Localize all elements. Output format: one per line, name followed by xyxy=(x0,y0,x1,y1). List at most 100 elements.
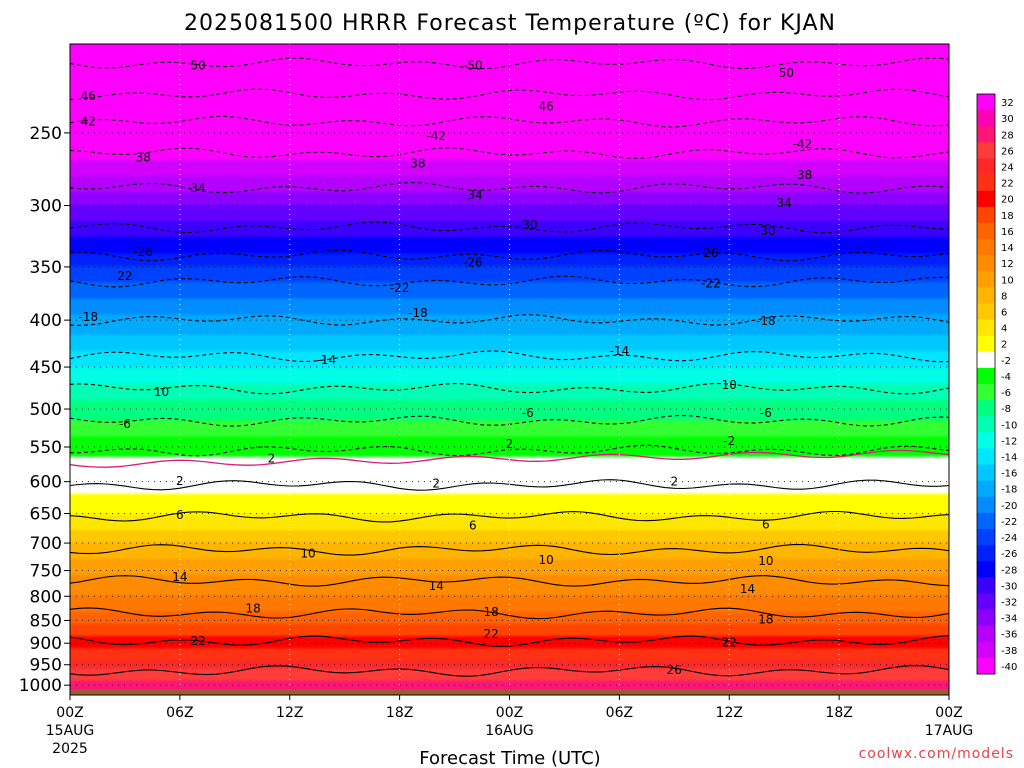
x-tick-label: 18Z xyxy=(386,705,413,721)
colorbar-swatch xyxy=(977,239,995,256)
contour-line xyxy=(70,57,949,70)
colorbar-swatch xyxy=(977,496,995,514)
colorbar-label: -6 xyxy=(1001,388,1011,399)
colorbar-swatch xyxy=(977,367,995,385)
contour-label: 22 xyxy=(484,627,499,641)
colorbar-swatch xyxy=(977,464,995,481)
contour-label: -18 xyxy=(756,314,776,328)
colorbar-swatch xyxy=(977,255,995,272)
colorbar-label: -24 xyxy=(1001,533,1017,544)
x-tick-date: 17AUG xyxy=(925,723,974,739)
colorbar-swatch xyxy=(977,529,995,546)
contour-label: 26 xyxy=(667,663,682,677)
colorbar-label: 28 xyxy=(1001,130,1014,141)
contour-label: 10 xyxy=(722,378,737,392)
y-tick-label: 500 xyxy=(30,400,62,420)
colorbar-swatch xyxy=(977,545,995,562)
contour-line xyxy=(70,249,949,262)
y-tick-label: 750 xyxy=(30,562,62,582)
contour-label: 2 xyxy=(268,451,276,465)
y-tick-label: 600 xyxy=(30,473,62,493)
y-tick-label: 650 xyxy=(30,505,62,525)
contour-label: 22 xyxy=(722,636,737,650)
y-tick-label: 300 xyxy=(30,197,62,217)
colorbar-label: 30 xyxy=(1001,114,1014,125)
contour-label: -18 xyxy=(79,310,99,324)
colorbar-swatch xyxy=(977,432,995,449)
colorbar-swatch xyxy=(977,271,995,288)
colorbar: 32 30 28 26 24 22 20 18 16 14 12 10 8 6 4 2 -2 -4 -6 -8 -10 -… xyxy=(976,93,1017,675)
colorbar-label: 22 xyxy=(1001,179,1014,190)
contour-line xyxy=(70,543,949,556)
contour-label: 2 xyxy=(176,474,184,488)
colorbar-swatch xyxy=(977,448,995,465)
contour-lines xyxy=(70,57,949,677)
colorbar-label: -32 xyxy=(1001,598,1017,609)
y-tick-label: 900 xyxy=(30,634,62,654)
y-tick-label: 950 xyxy=(30,656,62,676)
x-tick-year: 2025 xyxy=(52,741,88,757)
x-tick-date: 16AUG xyxy=(485,723,534,739)
colorbar-swatch xyxy=(977,400,995,417)
contour-label: -50 xyxy=(774,66,794,80)
colorbar-swatch xyxy=(977,609,995,626)
contour-label: 34 xyxy=(777,196,792,210)
y-tick-label: 550 xyxy=(30,438,62,458)
x-tick-label: 00Z xyxy=(56,705,83,721)
surface-ground xyxy=(70,689,949,695)
colorbar-swatch xyxy=(977,577,995,594)
contour-label: 6 xyxy=(176,508,184,522)
colorbar-swatch xyxy=(977,625,995,643)
contour-label: -22 xyxy=(701,277,721,291)
contour-label: -30 xyxy=(518,218,538,232)
colorbar-label: -40 xyxy=(1001,662,1017,673)
contour-label: 22 xyxy=(191,634,206,648)
contour-label: 50 xyxy=(191,58,206,72)
contour-label: -6 xyxy=(522,406,534,420)
x-axis-label: Forecast Time (UTC) xyxy=(419,748,600,768)
contour-label: 26 xyxy=(703,246,718,260)
colorbar-label: -34 xyxy=(1001,614,1017,625)
colorbar-label: 8 xyxy=(1001,291,1007,302)
colorbar-label: 16 xyxy=(1001,227,1014,238)
contour-label: -22 xyxy=(390,281,410,295)
colorbar-label: -4 xyxy=(1001,372,1011,383)
colorbar-swatch xyxy=(977,416,995,433)
chart-title: 2025081500 HRRR Forecast Temperature (ºC… xyxy=(184,11,836,36)
contour-label: 18 xyxy=(484,605,499,619)
contour-label: -26 xyxy=(463,255,483,269)
contour-line xyxy=(70,510,949,523)
y-axis: 250 300 350 400 450 500 550 600 650 700 750 800 850 9… xyxy=(19,124,70,696)
colorbar-swatch xyxy=(977,158,995,175)
contour-label: 38 xyxy=(410,157,425,171)
x-tick-label: 06Z xyxy=(606,705,633,721)
colorbar-swatch xyxy=(977,142,995,159)
colorbar-label: 18 xyxy=(1001,211,1014,222)
x-tick-label: 18Z xyxy=(825,705,852,721)
colorbar-label: -12 xyxy=(1001,436,1017,447)
y-tick-label: 1000 xyxy=(19,676,62,696)
colorbar-swatch xyxy=(977,657,995,675)
grid-lines xyxy=(70,44,949,695)
contour-label: -6 xyxy=(760,406,772,420)
contour-label: 10 xyxy=(538,553,553,567)
colorbar-swatch xyxy=(977,94,995,111)
contour-line xyxy=(70,181,949,194)
contour-line xyxy=(70,275,949,288)
colorbar-label: 20 xyxy=(1001,195,1014,206)
y-tick-label: 400 xyxy=(30,311,62,331)
contour-line xyxy=(70,665,949,677)
contour-label: -14 xyxy=(610,344,630,358)
colorbar-label: -20 xyxy=(1001,501,1017,512)
contour-label: 10 xyxy=(154,385,169,399)
contour-label: 2 xyxy=(432,477,440,491)
x-tick-label: 00Z xyxy=(935,705,962,721)
x-tick-label: 00Z xyxy=(496,705,523,721)
colorbar-label: 12 xyxy=(1001,259,1014,270)
contour-line xyxy=(70,350,949,363)
colorbar-label: -36 xyxy=(1001,630,1017,641)
colorbar-label: 24 xyxy=(1001,163,1014,174)
colorbar-label: 26 xyxy=(1001,146,1014,157)
colorbar-label: -18 xyxy=(1001,485,1017,496)
